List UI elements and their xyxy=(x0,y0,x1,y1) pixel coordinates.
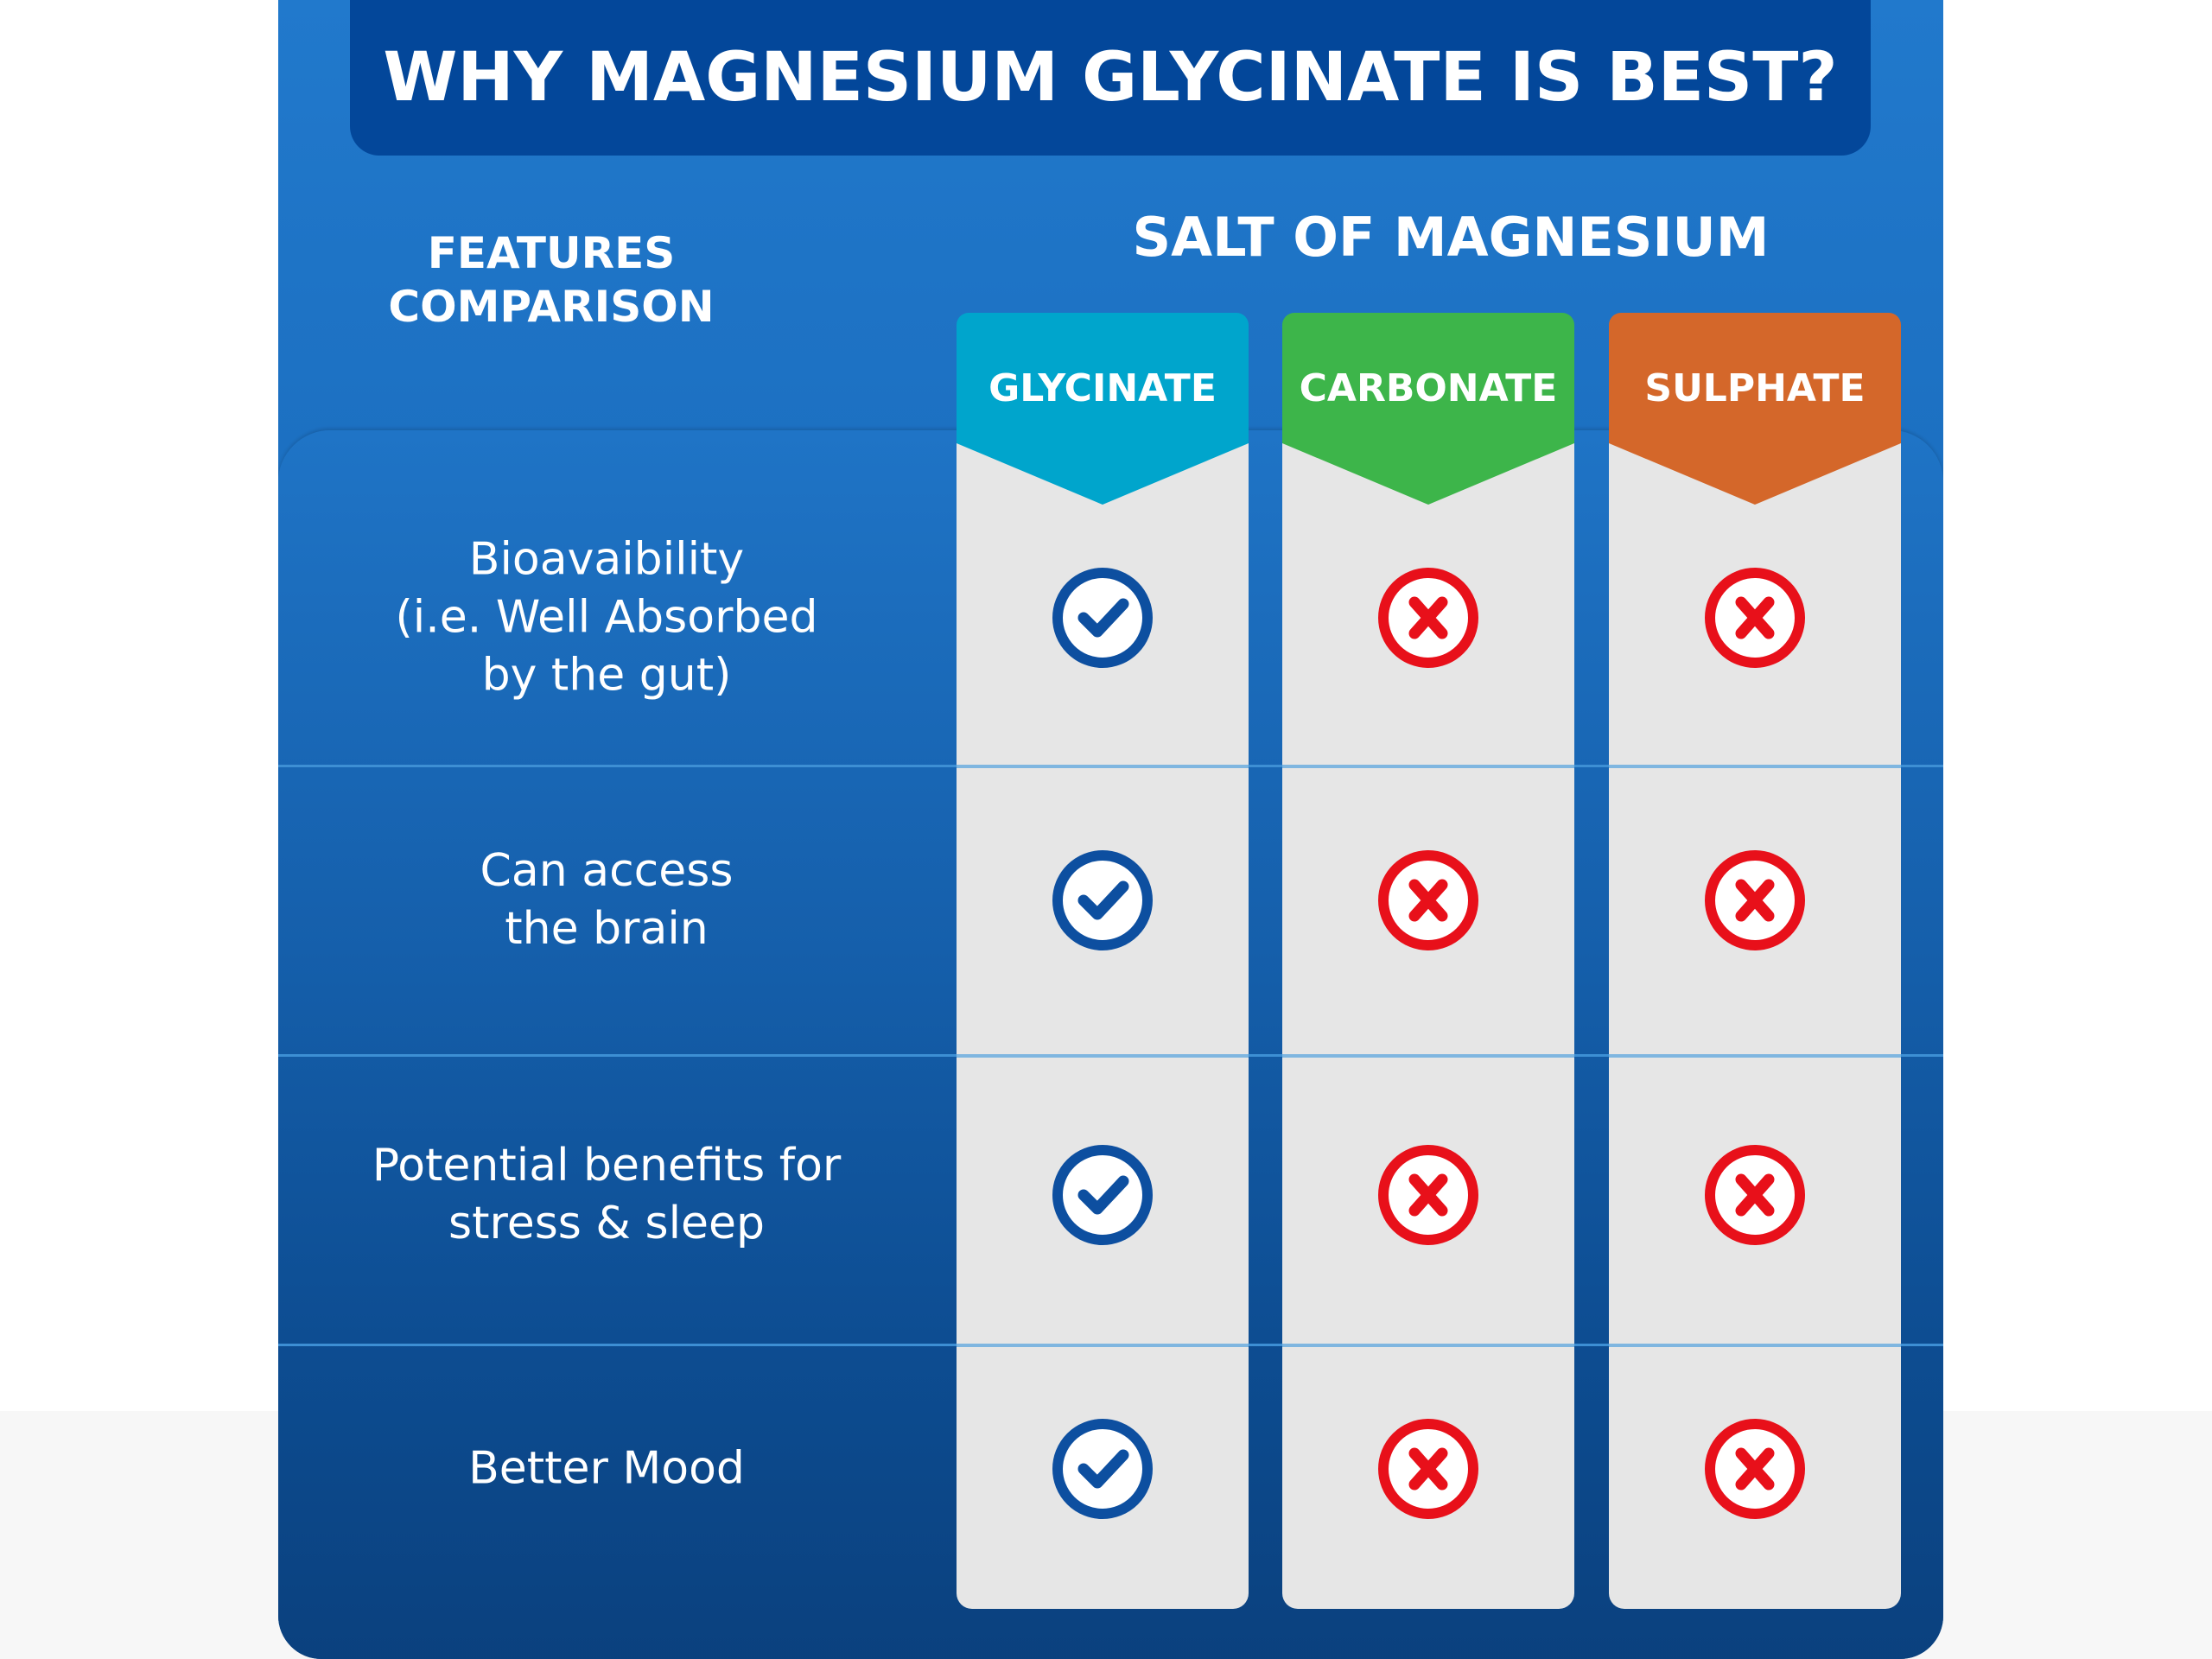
column-carbonate: CARBONATE xyxy=(1282,313,1574,1609)
cross-circle-icon xyxy=(1378,568,1478,668)
cross-circle-icon xyxy=(1378,1145,1478,1245)
cross-circle-icon xyxy=(1378,850,1478,950)
cell-divider xyxy=(957,1344,1249,1347)
cross-circle-icon xyxy=(1705,1145,1805,1245)
cell-divider xyxy=(1609,1054,1901,1058)
column-sulphate: SULPHATE xyxy=(1609,313,1901,1609)
check-circle-icon xyxy=(1052,1419,1153,1519)
feature-label-line: stress & sleep xyxy=(448,1198,766,1249)
column-header-label: CARBONATE xyxy=(1299,366,1558,410)
check-circle-icon xyxy=(1052,850,1153,950)
feature-label-line: Bioavaibility xyxy=(468,533,745,586)
cross-circle-icon xyxy=(1705,568,1805,668)
feature-label: Bioavaibility (i.e. Well Absorbed by the g… xyxy=(304,531,909,705)
feature-label-line: the brain xyxy=(505,903,709,955)
features-comparison-label: FEATURES COMPARISON xyxy=(330,226,772,334)
page-title: WHY MAGNESIUM GLYCINATE IS BEST? xyxy=(383,39,1838,117)
cell-divider xyxy=(957,765,1249,768)
feature-label: Can access the brain xyxy=(304,842,909,958)
cell-divider xyxy=(1282,765,1574,768)
features-label-line: FEATURES xyxy=(427,228,676,278)
check-circle-icon xyxy=(1052,568,1153,668)
feature-label-line: Potential benefits for xyxy=(372,1140,842,1192)
cell-divider xyxy=(1609,765,1901,768)
cell-divider xyxy=(1282,1054,1574,1058)
feature-label: Potential benefits for stress & sleep xyxy=(304,1137,909,1253)
check-circle-icon xyxy=(1052,1145,1153,1245)
cell-divider xyxy=(1609,1344,1901,1347)
comparison-card: WHY MAGNESIUM GLYCINATE IS BEST? FEATURE… xyxy=(278,0,1943,1659)
features-label-line: COMPARISON xyxy=(388,282,715,332)
feature-label-line: Better Mood xyxy=(468,1442,745,1495)
cross-circle-icon xyxy=(1705,1419,1805,1519)
title-banner: WHY MAGNESIUM GLYCINATE IS BEST? xyxy=(350,0,1871,156)
column-header-label: GLYCINATE xyxy=(988,366,1217,410)
feature-label-line: by the gut) xyxy=(481,649,732,702)
cell-divider xyxy=(957,1054,1249,1058)
cross-circle-icon xyxy=(1378,1419,1478,1519)
cell-divider xyxy=(1282,1344,1574,1347)
feature-label: Better Mood xyxy=(304,1440,909,1498)
column-glycinate: GLYCINATE xyxy=(957,313,1249,1609)
feature-label-line: Can access xyxy=(480,845,734,897)
column-header-label: SULPHATE xyxy=(1644,366,1866,410)
feature-label-line: (i.e. Well Absorbed xyxy=(395,591,818,644)
cross-circle-icon xyxy=(1705,850,1805,950)
salt-heading: SALT OF MAGNESIUM xyxy=(1132,206,1770,269)
